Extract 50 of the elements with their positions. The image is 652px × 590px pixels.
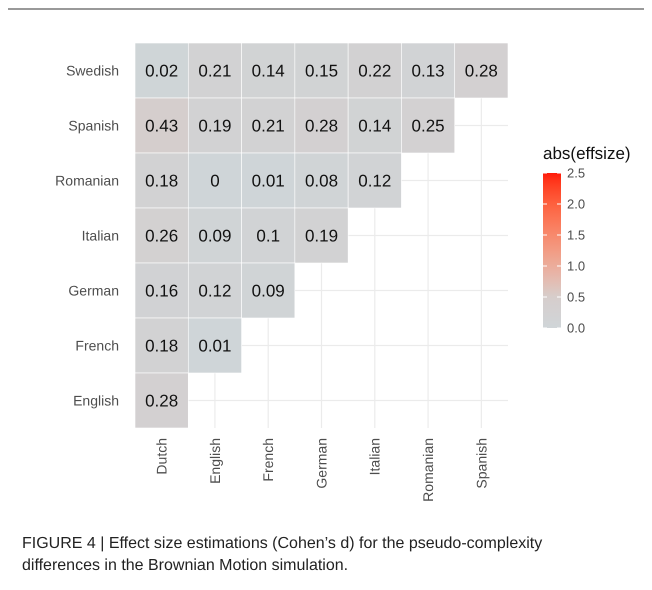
data-label: 0.12 (358, 171, 392, 190)
color-bar-label: 0.5 (567, 290, 586, 305)
data-label: 0.28 (464, 61, 498, 80)
y-tick-label: German (68, 282, 119, 298)
data-label: 0.01 (252, 171, 285, 190)
data-label: 0.14 (358, 116, 392, 136)
data-label: 0.26 (145, 226, 178, 246)
color-bar-label: 2.5 (567, 166, 586, 181)
data-label: 0.18 (145, 171, 178, 190)
x-tick-label: Romanian (420, 438, 436, 502)
color-bar-label: 0.0 (567, 320, 586, 336)
x-tick-label: Dutch (154, 438, 170, 475)
data-label: 0.01 (198, 336, 232, 356)
data-label: 0.13 (412, 61, 445, 80)
data-label: 0.21 (198, 61, 232, 80)
data-label: 0.14 (252, 61, 285, 80)
data-label: 0.02 (145, 61, 178, 80)
data-label: 0.12 (198, 281, 232, 300)
data-label: 0.08 (304, 171, 338, 190)
x-tick-label: English (206, 438, 223, 484)
color-bar-label: 1.5 (567, 228, 586, 243)
y-tick-label: Romanian (55, 172, 119, 188)
data-label: 0.25 (412, 116, 445, 136)
x-tick-label: Italian (366, 438, 383, 476)
x-tick-label: French (260, 438, 276, 482)
y-tick-label: Swedish (66, 62, 119, 78)
color-bar-title: abs(effsize) (543, 144, 631, 163)
data-label: 0.1 (256, 226, 280, 246)
y-tick-label: Italian (82, 227, 119, 244)
caption: FIGURE 4 | Effect size estimations (Cohen’s d) for the pseudo-complexity differences in the Brownian Motion simulation. (22, 535, 542, 574)
data-label: 0.22 (358, 61, 392, 80)
x-tick-label: German (313, 438, 330, 489)
data-label: 0.15 (304, 61, 338, 80)
data-label: 0.09 (252, 281, 285, 300)
color-bar-label: 1.0 (567, 258, 586, 274)
data-label: 0.28 (304, 116, 338, 136)
data-label: 0.16 (145, 281, 178, 300)
data-label: 0 (210, 171, 220, 190)
data-label: 0.21 (252, 116, 285, 136)
data-label: 0.28 (145, 391, 178, 410)
color-bar-label: 2.0 (567, 196, 586, 212)
y-tick-label: Spanish (68, 117, 119, 134)
data-label: 0.18 (145, 336, 178, 356)
data-label: 0.19 (198, 116, 232, 136)
x-tick-label: Spanish (473, 438, 490, 489)
data-label: 0.19 (304, 226, 338, 246)
y-tick-label: English (73, 392, 119, 408)
data-label: 0.09 (198, 226, 232, 246)
data-label: 0.43 (145, 116, 178, 136)
y-tick-label: French (75, 337, 119, 354)
